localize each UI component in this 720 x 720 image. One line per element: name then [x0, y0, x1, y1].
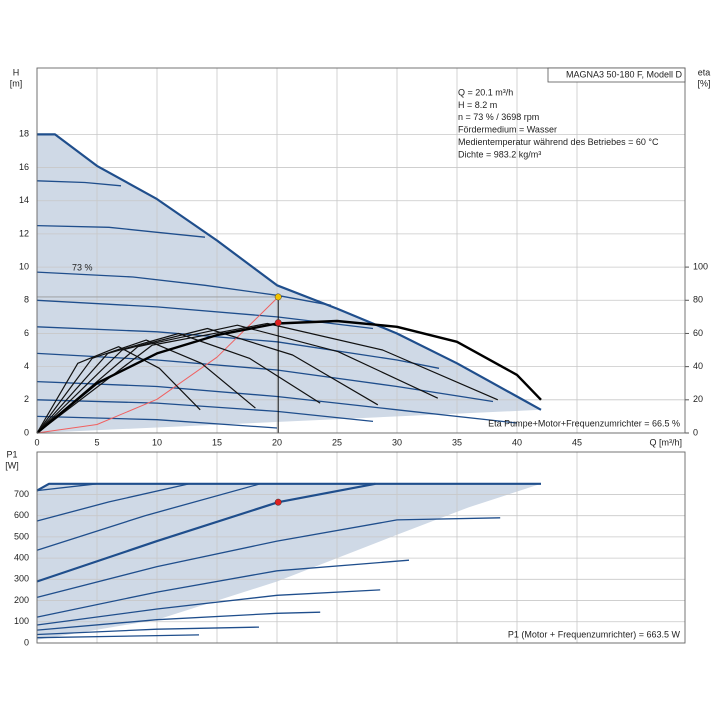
curve [36, 415, 278, 429]
y-unit: [W] [5, 460, 19, 470]
series [37, 134, 541, 433]
y-tick-label: 100 [14, 616, 29, 626]
x-tick-label: 0 [34, 437, 39, 447]
efficiency-curve [36, 327, 379, 434]
info-line: H = 8.2 m [458, 100, 497, 110]
x-label: Q [m³/h] [649, 437, 682, 447]
efficiency-curve [36, 346, 201, 434]
y-tick-label: 0 [24, 427, 29, 437]
curve [36, 224, 206, 238]
curve [36, 634, 200, 639]
info-line: Q = 20.1 m³/h [458, 87, 513, 97]
footnote: P1 (Motor + Frequenzumrichter) = 663.5 W [508, 629, 681, 639]
y2-tick-label: 60 [693, 328, 703, 338]
curve [36, 559, 410, 618]
y-tick-label: 18 [19, 129, 29, 139]
curve [37, 133, 542, 411]
y2-tick-label: 40 [693, 361, 703, 371]
y2-tick-label: 0 [693, 427, 698, 437]
y-tick-label: 0 [24, 637, 29, 647]
y-tick-label: 12 [19, 228, 29, 238]
y-tick-label: 10 [19, 261, 29, 271]
x-tick-label: 25 [332, 437, 342, 447]
curve [36, 380, 518, 424]
curve [36, 483, 261, 551]
y-tick-label: 4 [24, 361, 29, 371]
plot-border [36, 67, 686, 434]
title-box [547, 67, 686, 83]
x-tick-label: 45 [572, 437, 582, 447]
y2-unit: [%] [697, 78, 710, 88]
curve [36, 482, 376, 583]
curve [36, 352, 494, 403]
y-tick-label: 500 [14, 531, 29, 541]
efficiency-curve [36, 319, 542, 434]
x-tick-label: 35 [452, 437, 462, 447]
y-tick-label: 8 [24, 295, 29, 305]
operating-point [274, 293, 282, 301]
x-tick-label: 40 [512, 437, 522, 447]
y2-tick-label: 20 [693, 394, 703, 404]
efficiency-curve [36, 324, 439, 434]
y-tick-label: 200 [14, 595, 29, 605]
x-tick-label: 15 [212, 437, 222, 447]
curve-label: 73 % [72, 262, 93, 272]
y2-label: eta [698, 67, 711, 77]
y-label: P1 [6, 449, 17, 459]
y-tick-label: 2 [24, 394, 29, 404]
efficiency-curve [36, 332, 321, 434]
y-tick-label: 400 [14, 552, 29, 562]
x-tick-label: 10 [152, 437, 162, 447]
plot-pump-power: 0 100 200 300 400 500 600 700 [14, 451, 686, 647]
y-label: H [13, 67, 20, 77]
y-tick-label: 16 [19, 162, 29, 172]
y-tick-label: 6 [24, 328, 29, 338]
curve [36, 611, 321, 631]
operating-region [37, 134, 541, 433]
chart-title: MAGNA3 50-180 F, Modell D [566, 69, 683, 79]
x-tick-label: 30 [392, 437, 402, 447]
y2-tick-label: 100 [693, 261, 708, 271]
grid [36, 452, 685, 644]
curve [36, 271, 332, 306]
info-line: Fördermedium = Wasser [458, 125, 557, 135]
operating-point [274, 498, 282, 506]
footnote: Eta Pumpe+Motor+Frequenzumrichter = 66.5… [488, 418, 680, 428]
curve [36, 399, 374, 423]
curve [36, 626, 260, 636]
curve [36, 296, 279, 434]
x-tick-label: 20 [272, 437, 282, 447]
curve [36, 482, 541, 492]
curve [36, 180, 122, 187]
y-tick-label: 600 [14, 510, 29, 520]
efficiency-curve [36, 339, 256, 434]
info-line: n = 73 % / 3698 rpm [458, 112, 539, 122]
info-line: Dichte = 983.2 kg/m³ [458, 149, 541, 159]
plot-border [36, 451, 686, 644]
operating-point [274, 319, 282, 327]
y-tick-label: 14 [19, 195, 29, 205]
curve [36, 517, 501, 599]
y-tick-label: 700 [14, 489, 29, 499]
y-unit: [m] [10, 78, 23, 88]
plots: 0 5 10 15 20 25 30 35 40 45 0 2 4 6 8 10 12 14 16 18 0 20 40 60… [14, 67, 708, 647]
x-tick-label: 5 [94, 437, 99, 447]
curve [36, 483, 190, 522]
curve [36, 483, 98, 492]
y-tick-label: 300 [14, 574, 29, 584]
plot-pump-head: 0 5 10 15 20 25 30 35 40 45 0 2 4 6 8 10 12 14 16 18 0 20 40 60… [19, 67, 708, 447]
y2-tick-label: 80 [693, 295, 703, 305]
info-line: Medientemperatur während des Betriebes =… [458, 137, 659, 147]
curve [36, 589, 381, 626]
